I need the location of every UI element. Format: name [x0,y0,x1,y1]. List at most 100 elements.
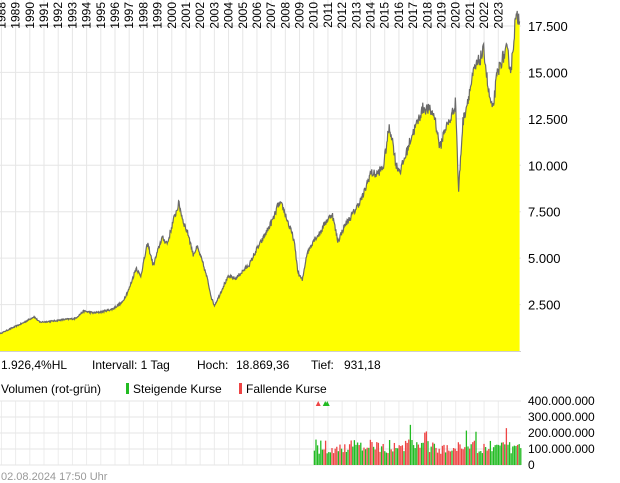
x-tick-label: 2012 [335,2,349,29]
volume-bar [468,448,471,465]
x-tick-label: 1991 [37,2,51,29]
volume-bar [454,448,456,465]
volume-bar [484,447,487,465]
volume-bar [467,446,469,465]
volume-bar [387,453,389,465]
area-fill [0,10,520,352]
volume-bar [462,449,464,465]
volume-bar [398,445,400,465]
volume-bar [492,447,495,465]
volume-bar [456,450,458,465]
price-area [0,10,521,352]
x-tick-label: 1993 [65,2,79,29]
x-tick-label: 2004 [222,2,236,29]
volume-bar [363,447,365,465]
volume-legend: Volumen (rot-grün) Steigende Kurse Falle… [1,382,327,396]
volume-bar [425,431,428,465]
x-tick-label: 2020 [449,2,463,29]
volume-bar [473,440,476,465]
volume-bar [331,448,333,465]
volume-bar [408,439,410,465]
x-tick-label: 1999 [151,2,165,29]
volume-bar [448,450,450,465]
volume-bar [497,444,500,465]
volume-bar [339,444,341,465]
y-tick-label: 12.500 [528,112,568,127]
volume-bar [494,445,496,465]
volume-bar [379,451,381,465]
x-tick-label: 2000 [165,2,179,29]
x-tick-label: 2003 [207,2,221,29]
volume-bar [401,445,404,465]
volume-bar [376,442,378,465]
y-tick-label: 10.000 [528,158,568,173]
x-tick-label: 2006 [250,2,264,29]
volume-bar [377,442,380,465]
x-tick-label: 1998 [136,2,150,29]
volume-bar [433,443,436,465]
clip-marker-down [315,401,321,406]
high-label: Hoch: [197,358,228,372]
volume-bar [424,432,426,465]
volume-bar [371,442,373,465]
low-label: Tief: [311,358,334,372]
x-tick-label: 1994 [80,2,94,29]
volume-bar [361,450,364,465]
x-tick-label: 2019 [435,2,449,29]
x-tick-label: 2009 [293,2,307,29]
volume-bar [432,442,434,465]
volume-bar [518,444,520,465]
volume-bar [504,444,506,465]
volume-bar [393,442,396,465]
x-tick-label: 1995 [94,2,108,29]
volume-bar [321,449,324,465]
performance-label: 1.926,4%HL [1,358,67,372]
volume-bar [374,449,376,465]
volume-bar [470,444,472,465]
volume-bar [396,448,399,465]
volume-bar [353,440,356,465]
volume-bar [451,450,453,465]
volume-bar [344,444,346,465]
volume-bar [500,442,503,465]
volume-bar [480,451,482,465]
volume-bar [417,444,420,465]
x-tick-label: 2001 [179,2,193,29]
volume-bar [444,452,447,465]
volume-bar [337,451,340,465]
x-tick-label: 2016 [392,2,406,29]
volume-bar [491,451,493,465]
volume-bar [457,442,460,465]
volume-bar [342,452,344,465]
x-tick-label: 2022 [477,2,491,29]
volume-y-tick-label: 200.000.000 [528,426,595,440]
x-tick-label: 2015 [378,2,392,29]
volume-bar [508,442,511,465]
volume-bar [350,440,352,465]
volume-bar [438,448,440,465]
volume-bar [446,445,448,465]
volume-bar [507,444,509,465]
volume-bar [411,440,413,465]
volume-bar [478,451,480,465]
volume-bar [328,452,330,465]
volume-bar [502,442,504,465]
volume-bar [513,445,516,465]
volume-bar [336,446,338,465]
x-tick-label: 2005 [236,2,250,29]
volume-bar [420,442,423,465]
x-tick-label: 1992 [51,2,65,29]
volume-bar [352,446,354,465]
volume-bar [416,442,418,465]
x-tick-label: 2023 [491,2,505,29]
volume-bar [369,439,372,465]
x-tick-label: 1989 [9,2,23,29]
volume-bar [441,445,444,465]
volume-bar [355,444,357,465]
y-tick-label: 2.500 [528,298,561,313]
volume-bar [332,453,335,465]
volume-bar [516,444,519,465]
volume-bar [400,446,402,465]
volume-bar [315,439,317,465]
volume-bar [340,448,343,465]
